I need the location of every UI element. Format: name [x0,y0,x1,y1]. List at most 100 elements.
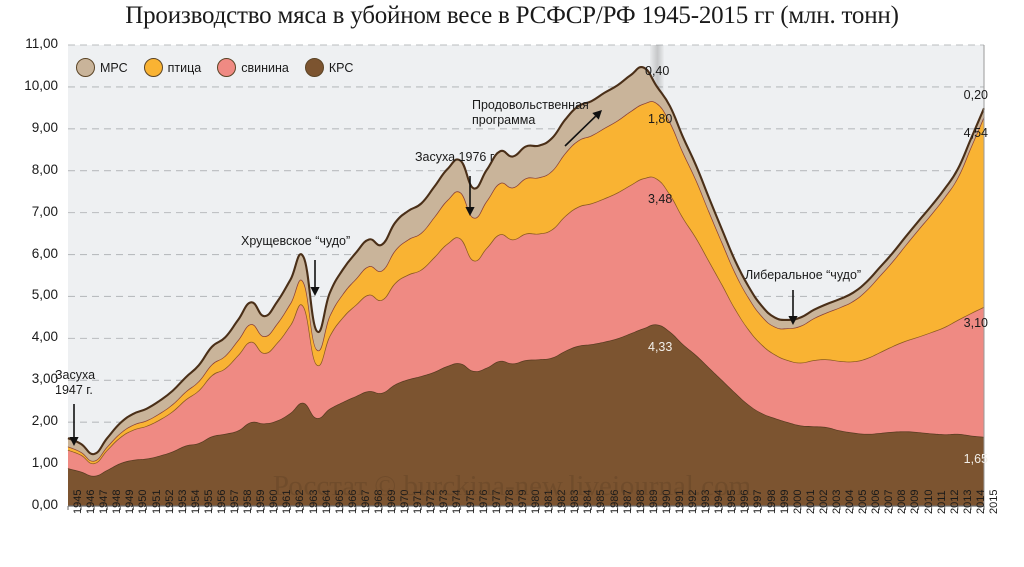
x-axis-tick-label: 1958 [242,489,255,514]
x-axis-tick-label: 2013 [961,489,974,514]
x-axis-tick-label: 1946 [85,489,98,514]
x-axis-tick-label: 1973 [438,489,451,514]
x-axis-tick-label: 1965 [333,489,346,514]
x-axis-tick-label: 1998 [765,489,778,514]
legend-swatch-icon [143,58,163,77]
x-axis-tick-label: 1960 [268,489,281,514]
value-label-МРС: 0,20 [963,88,988,102]
legend-label: МРС [100,60,128,75]
page-title: Производство мяса в убойном весе в РСФСР… [125,2,899,29]
x-axis-tick-label: 1992 [687,489,700,514]
x-axis-tick-label: 1984 [582,489,595,514]
x-axis-tick-label: 1963 [307,489,320,514]
x-axis-tick-label: 1967 [359,489,372,514]
y-axis-tick-label: 10,00 [24,77,58,93]
y-axis-tick-label: 4,00 [31,329,58,345]
legend-swatch-icon [76,58,95,77]
annotation-arrow-head [788,316,798,325]
annotation-arrow-head [310,287,320,296]
x-axis-tick-label: 1952 [163,489,176,514]
x-axis-tick-label: 1970 [399,489,412,514]
x-axis-tick-label: 1964 [320,489,333,514]
y-axis-tick-label: 6,00 [31,245,58,261]
x-axis-tick-label: 2000 [791,489,804,514]
legend-label: свинина [241,60,289,75]
y-axis-tick-label: 9,00 [31,119,58,135]
x-axis-tick-label: 1986 [608,489,621,514]
x-axis-tick-label: 1990 [660,489,673,514]
x-axis-tick-label: 2005 [857,489,870,514]
x-axis-tick-label: 1977 [490,489,503,514]
y-axis-tick-label: 7,00 [31,203,58,219]
x-axis-tick-label: 2007 [883,489,896,514]
x-axis-tick-label: 2010 [922,489,935,514]
x-axis-tick-label: 1961 [281,489,294,514]
x-axis-tick-label: 1997 [752,489,765,514]
x-axis-tick-label: 1979 [516,489,529,514]
area-series-КРС [68,324,984,506]
x-axis-tick-label: 1945 [72,489,84,514]
x-axis-tick-label: 1953 [176,489,189,514]
annotation-drought-1947: Засуха 1947 г. [55,368,96,397]
value-label-МРС: 0,40 [645,64,670,78]
x-axis-tick-label: 1947 [98,489,111,514]
x-axis-tick-label: 1980 [530,489,542,514]
y-axis-tick-label: 1,00 [31,455,58,471]
x-axis-tick-label: 1954 [189,489,202,514]
x-axis-tick-label: 1966 [346,489,359,514]
x-axis-tick-label: 1982 [556,489,569,514]
x-axis-tick-label: 1956 [215,489,228,514]
x-axis-tick-label: 2003 [830,489,843,514]
annotation-food-program: Продовольственная программа [472,98,589,127]
x-axis-tick-label: 2008 [896,489,909,514]
x-axis-tick-label: 1968 [372,489,385,514]
y-axis-tick-label: 11,00 [25,36,58,51]
area-series-свинина [68,176,984,476]
legend-swatch-icon [304,58,324,77]
x-axis-tick-label: 1948 [111,489,124,514]
legend-item-КРС[interactable]: КРС [304,58,354,77]
legend-label: птица [167,60,202,75]
y-axis-tick-label: 2,00 [31,413,58,429]
x-axis-tick-label: 1991 [673,489,686,514]
x-axis-tick-label: 1999 [778,489,791,514]
x-axis-tick-label: 2011 [935,490,948,514]
x-axis-tick-label: 1993 [700,489,713,514]
annotation-khrushchev-miracle: Хрущевское “чудо” [241,234,351,248]
chart-legend: МРС птица свинина КРС [76,58,362,77]
x-axis-tick-label: 1950 [137,489,150,514]
x-axis-tick-label: 2009 [909,489,922,514]
annotation-arrow-head [69,437,79,446]
value-label-КРС: 4,33 [648,340,673,354]
x-axis-tick-label: 1989 [647,489,660,514]
legend-item-МРС[interactable]: МРС [76,58,128,77]
x-axis-tick-label: 1974 [451,489,464,514]
y-axis-tick-label: 5,00 [31,287,58,303]
x-axis-tick-label: 1949 [124,489,137,514]
x-axis-tick-label: 1957 [229,489,242,514]
value-label-птица: 1,80 [648,112,673,126]
annotation-liberal-miracle: Либеральное “чудо” [745,268,862,282]
x-axis-tick-label: 1975 [464,489,477,514]
value-label-свинина: 3,48 [648,192,673,206]
x-axis-tick-label: 1969 [386,489,399,514]
x-axis-tick-label: 1971 [412,489,425,514]
legend-label: КРС [328,60,354,75]
x-axis-tick-label: 2001 [804,489,817,514]
legend-item-свинина[interactable]: свинина [217,58,289,77]
x-axis-tick-label: 1951 [150,489,163,514]
x-axis-tick-label: 1988 [634,489,647,514]
value-label-КРС: 1,65 [963,452,988,466]
y-axis-tick-label: 8,00 [31,161,58,177]
x-axis-tick-label: 1972 [425,489,438,514]
x-axis-tick-label: 1978 [503,489,516,514]
x-axis-tick-label: 2015 [988,489,1000,514]
legend-item-птица[interactable]: птица [143,58,202,77]
value-label-птица: 4,54 [963,126,988,140]
x-axis-tick-label: 2002 [817,489,830,514]
x-axis-tick-label: 2006 [870,489,883,514]
legend-swatch-icon [217,58,237,77]
x-axis-tick-label: 1983 [569,489,582,514]
x-axis-tick-label: 2014 [974,489,987,514]
x-axis-tick-label: 1962 [294,489,307,514]
